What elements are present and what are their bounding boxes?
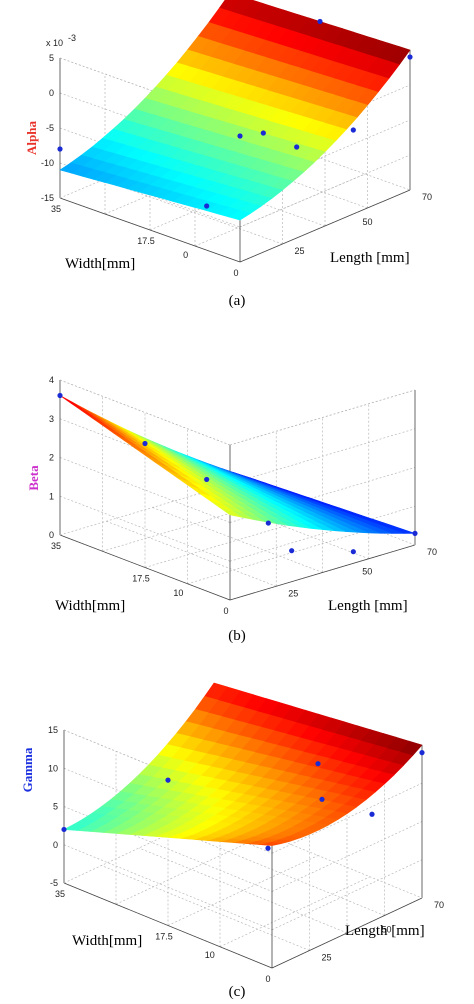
- chart-panel-alpha: 5 0 -5 -10 -15 35 17.5 0 0 25 50 70 Width[mm] Length …: [0, 0, 474, 330]
- length-tick-label: 25: [288, 588, 298, 598]
- z-tick-label: 1: [49, 491, 54, 501]
- data-point: [319, 796, 325, 802]
- data-point: [412, 530, 418, 536]
- floor-edge-length: [271, 897, 423, 969]
- data-point: [315, 761, 321, 767]
- z-tick-label: -15: [41, 193, 54, 203]
- width-tick-label: 35: [51, 541, 61, 551]
- length-tick-label: 50: [382, 925, 392, 935]
- z-tick-label: 5: [49, 53, 54, 63]
- length-axis-title: Length [mm]: [330, 250, 410, 266]
- z-tick-label: -5: [50, 878, 58, 888]
- chart-panel-gamma: 15 10 5 0 -5 35 17.5 10 0 25 50 70 Width[mm] Length […: [0, 660, 474, 1004]
- z-tick-label: 4: [49, 375, 54, 385]
- width-tick-label: 10: [205, 950, 215, 960]
- data-point: [289, 548, 295, 554]
- floor-edge-length: [239, 189, 411, 263]
- z-tick-label: 3: [49, 414, 54, 424]
- length-tick-label: 25: [295, 246, 305, 256]
- length-tick-label: 70: [434, 900, 444, 910]
- width-tick-label: 17.5: [137, 236, 155, 246]
- data-point: [369, 811, 375, 817]
- data-point: [237, 133, 243, 139]
- data-point: [260, 130, 266, 136]
- chart-panel-beta: 4 3 2 1 0 35 17.5 10 0 25 50 70 Width[mm] Length [mm]…: [0, 330, 474, 660]
- z-tick-label: -10: [41, 158, 54, 168]
- panel-caption: (b): [228, 628, 246, 644]
- data-point: [57, 146, 63, 152]
- surface-mesh: [59, 0, 411, 221]
- z-axis-title: Beta: [26, 465, 41, 491]
- z-multiplier-label: x 10: [46, 38, 63, 48]
- surface-mesh: [62, 682, 423, 846]
- data-point: [407, 54, 413, 60]
- z-tick-label: 15: [48, 725, 58, 735]
- z-tick-label: 0: [53, 840, 58, 850]
- floor-edge-length: [229, 544, 416, 601]
- top-edge: [229, 389, 416, 446]
- length-axis-title: Length [mm]: [345, 923, 425, 939]
- width-tick-label: 0: [233, 268, 238, 278]
- width-tick-label: 0: [183, 250, 188, 260]
- width-tick-label: 0: [265, 974, 270, 984]
- data-point: [61, 826, 67, 833]
- panel-caption: (a): [229, 293, 246, 309]
- width-axis-title: Width[mm]: [55, 598, 125, 614]
- z-axis-title: Alpha: [24, 121, 39, 155]
- data-point: [57, 392, 63, 399]
- length-tick-label: 70: [427, 547, 437, 557]
- length-tick-label: 50: [362, 566, 372, 576]
- z-tick-label: 5: [53, 802, 58, 812]
- data-point: [204, 203, 210, 209]
- floor-edge-width: [59, 197, 241, 263]
- data-point: [317, 18, 323, 25]
- z-tick-label: 0: [49, 88, 54, 98]
- panel-caption: (c): [229, 984, 246, 1000]
- data-point: [419, 750, 425, 756]
- data-point: [265, 520, 271, 526]
- surface-mesh: [59, 395, 416, 534]
- width-tick-label: 0: [223, 606, 228, 616]
- z-tick-label: 0: [49, 530, 54, 540]
- floor-edge-width: [63, 882, 273, 969]
- z-axis-title: Gamma: [20, 747, 35, 792]
- length-tick-label: 50: [363, 217, 373, 227]
- z-tick-label: 10: [48, 763, 58, 773]
- z-multiplier-exponent: -3: [68, 33, 76, 43]
- width-tick-label: 35: [55, 889, 65, 899]
- length-axis-title: Length [mm]: [328, 598, 408, 614]
- width-tick-label: 17.5: [132, 574, 150, 584]
- width-tick-label: 17.5: [155, 932, 173, 942]
- length-tick-label: 70: [422, 192, 432, 202]
- z-tick-label: -5: [46, 123, 54, 133]
- width-tick-label: 35: [51, 204, 61, 214]
- data-point: [142, 440, 148, 447]
- length-tick-label: 25: [322, 953, 332, 963]
- data-point: [294, 144, 300, 150]
- width-axis-title: Width[mm]: [72, 933, 142, 949]
- width-tick-label: 10: [173, 588, 183, 598]
- data-point: [350, 127, 356, 133]
- data-point: [165, 777, 171, 783]
- floor-edge-width: [59, 534, 231, 601]
- data-point: [265, 845, 271, 851]
- z-tick-label: 2: [49, 453, 54, 463]
- width-axis-title: Width[mm]: [65, 256, 135, 272]
- data-point: [350, 549, 356, 555]
- data-point: [204, 476, 210, 483]
